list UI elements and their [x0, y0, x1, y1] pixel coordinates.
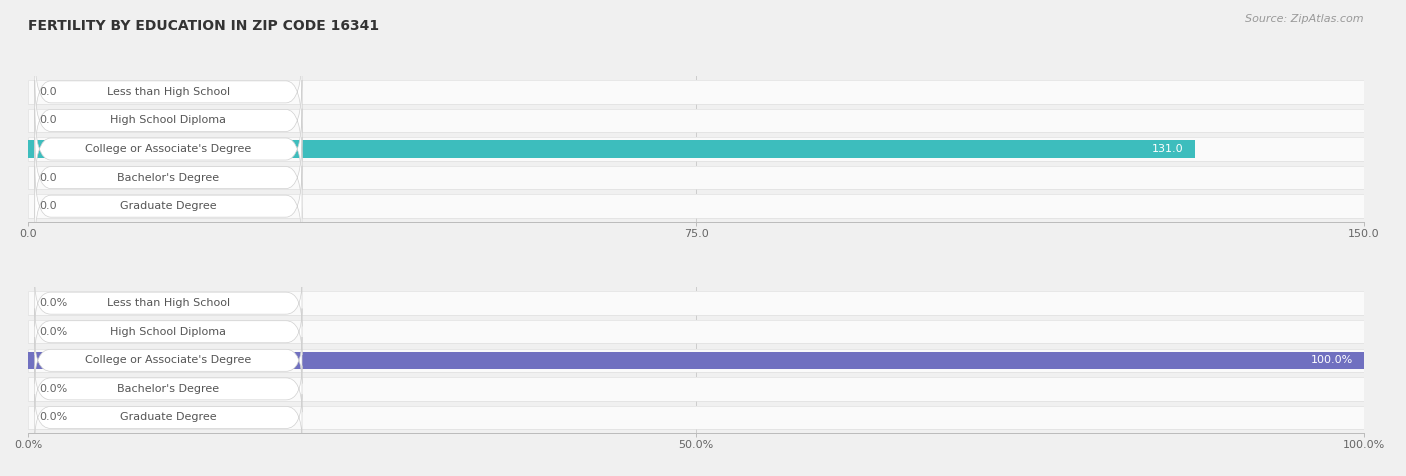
FancyBboxPatch shape [35, 137, 302, 218]
Text: 131.0: 131.0 [1153, 144, 1184, 154]
Text: Source: ZipAtlas.com: Source: ZipAtlas.com [1246, 14, 1364, 24]
Bar [28, 377, 1364, 401]
Text: 0.0%: 0.0% [39, 327, 67, 337]
Text: 0.0: 0.0 [39, 87, 56, 97]
Bar [28, 320, 1364, 344]
Text: College or Associate's Degree: College or Associate's Degree [86, 355, 252, 365]
Text: Graduate Degree: Graduate Degree [120, 412, 217, 422]
Text: 0.0%: 0.0% [39, 384, 67, 394]
Bar [28, 80, 1364, 104]
Text: High School Diploma: High School Diploma [110, 327, 226, 337]
FancyBboxPatch shape [35, 280, 302, 327]
FancyBboxPatch shape [35, 80, 302, 161]
FancyBboxPatch shape [35, 308, 302, 355]
Bar [28, 406, 1364, 429]
Text: 0.0: 0.0 [39, 201, 56, 211]
Bar [28, 348, 1364, 372]
Bar [28, 166, 1364, 189]
Text: Bachelor's Degree: Bachelor's Degree [117, 173, 219, 183]
Text: 0.0: 0.0 [39, 173, 56, 183]
Text: 0.0: 0.0 [39, 116, 56, 126]
FancyBboxPatch shape [35, 366, 302, 412]
Text: 0.0%: 0.0% [39, 412, 67, 422]
Text: High School Diploma: High School Diploma [110, 116, 226, 126]
Bar [28, 194, 1364, 218]
Bar [28, 291, 1364, 315]
Bar [28, 348, 1364, 372]
Bar [28, 406, 1364, 429]
Bar [28, 194, 1364, 218]
Text: Graduate Degree: Graduate Degree [120, 201, 217, 211]
Bar [28, 320, 1364, 344]
FancyBboxPatch shape [35, 337, 302, 384]
Bar [28, 109, 1364, 132]
Bar [28, 137, 1364, 161]
Text: 0.0%: 0.0% [39, 298, 67, 308]
Text: 100.0%: 100.0% [1310, 355, 1353, 365]
FancyBboxPatch shape [35, 166, 302, 247]
FancyBboxPatch shape [35, 51, 302, 132]
Bar [28, 80, 1364, 104]
Bar [28, 140, 1195, 158]
FancyBboxPatch shape [35, 109, 302, 189]
Bar [28, 166, 1364, 189]
Text: Less than High School: Less than High School [107, 87, 231, 97]
Text: College or Associate's Degree: College or Associate's Degree [86, 144, 252, 154]
Text: FERTILITY BY EDUCATION IN ZIP CODE 16341: FERTILITY BY EDUCATION IN ZIP CODE 16341 [28, 19, 380, 33]
Bar [28, 377, 1364, 401]
Bar [28, 352, 1364, 369]
Bar [28, 137, 1364, 161]
FancyBboxPatch shape [35, 394, 302, 441]
Text: Less than High School: Less than High School [107, 298, 231, 308]
Bar [28, 291, 1364, 315]
Text: Bachelor's Degree: Bachelor's Degree [117, 384, 219, 394]
Bar [28, 109, 1364, 132]
